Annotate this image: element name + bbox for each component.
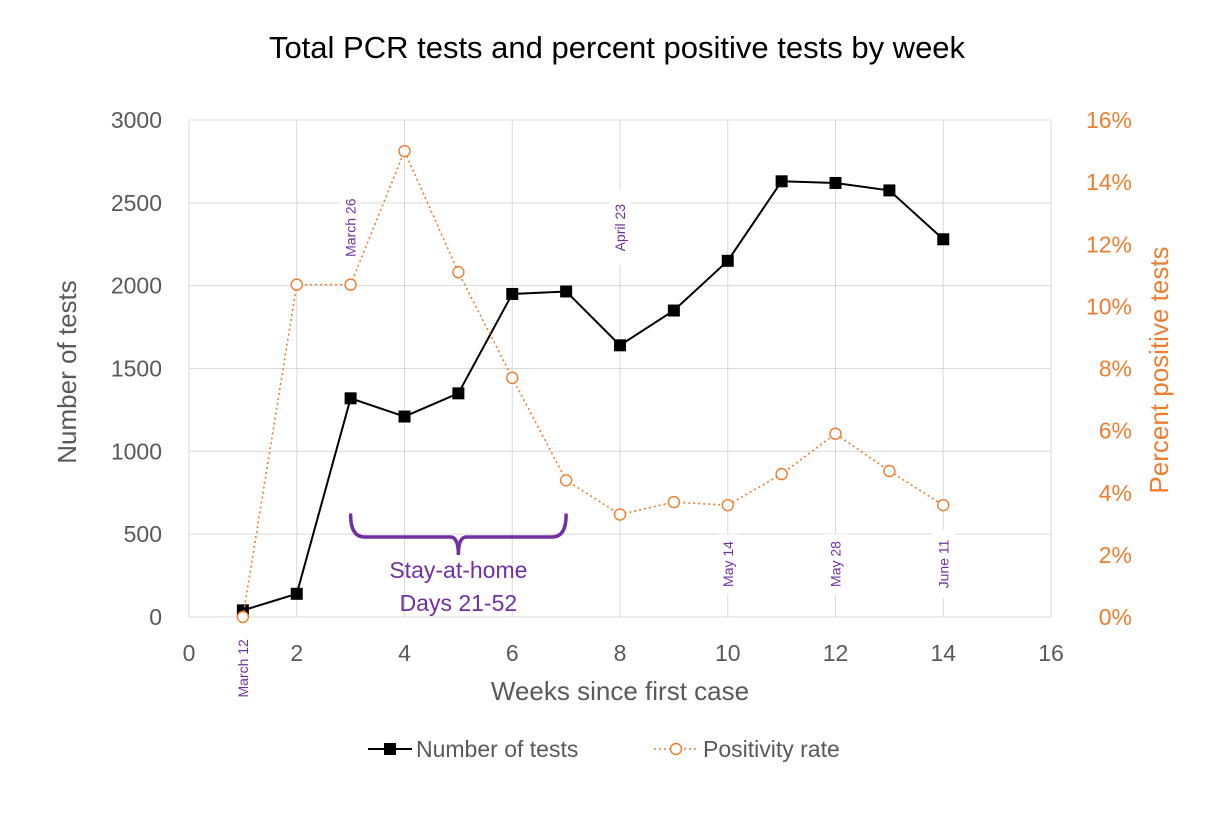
x-tick: 6: [506, 640, 519, 666]
y-tick-left: 500: [124, 521, 162, 547]
date-label: May 28: [824, 534, 847, 594]
tests-point: [721, 254, 734, 267]
x-tick: 10: [715, 640, 741, 666]
y-axis-title-right: Percent positive tests: [1144, 246, 1174, 493]
date-label: March 12: [231, 630, 254, 706]
date-label-text: March 12: [235, 639, 251, 698]
date-label-box: [824, 534, 847, 594]
x-tick: 16: [1038, 640, 1064, 666]
positivity-point: [667, 495, 681, 509]
positivity-point: [452, 266, 465, 279]
date-label: March 26: [339, 190, 362, 266]
positivity-point: [721, 498, 734, 512]
tests-point: [506, 287, 519, 300]
date-label-box: [339, 190, 362, 266]
date-label-box: [716, 534, 739, 594]
series-positivity: [236, 144, 950, 624]
date-label: May 14: [716, 534, 739, 594]
legend: Number of tests Positivity rate: [368, 736, 840, 762]
positivity-point: [290, 278, 303, 291]
tests-line: [242, 180, 944, 612]
tests-point: [398, 410, 411, 423]
y-tick-right: 4%: [1099, 480, 1132, 506]
legend-item-positivity: Positivity rate: [654, 736, 840, 762]
y-tick-right: 2%: [1099, 542, 1132, 568]
positivity-point: [398, 144, 411, 158]
y-tick-left: 0: [149, 604, 162, 630]
x-tick: 14: [930, 640, 956, 666]
y-tick-left: 1500: [111, 356, 162, 382]
x-tick: 0: [183, 640, 196, 666]
tests-point: [560, 285, 573, 298]
date-label-text: April 23: [612, 204, 628, 252]
y-tick-left: 3000: [111, 107, 162, 133]
x-axis-title: Weeks since first case: [491, 676, 749, 706]
tests-point: [614, 339, 626, 352]
series-layer: [236, 144, 950, 624]
legend-item-tests: Number of tests: [368, 736, 578, 762]
x-tick: 8: [614, 640, 627, 666]
y-tick-left: 2000: [111, 273, 162, 299]
y-tick-right: 8%: [1099, 356, 1132, 382]
date-label-text: March 26: [343, 198, 359, 257]
date-label-text: May 28: [828, 541, 844, 587]
tests-point: [452, 387, 465, 400]
tests-point: [937, 233, 950, 246]
stay-at-home-brace: [348, 513, 568, 556]
tick-labels: 0 500 1000 1500 2000 2500 3000 0% 2% 4% 6% 8% 10% 12%…: [111, 107, 1132, 666]
y-tick-right: 0%: [1099, 604, 1132, 630]
tests-point: [344, 392, 357, 405]
stay-at-home-label: Days 21-52: [400, 590, 518, 616]
legend-label-tests: Number of tests: [416, 736, 578, 762]
series-tests: [236, 175, 950, 617]
positivity-point: [829, 427, 842, 440]
date-label-text: June 11: [935, 539, 951, 588]
date-label-text: May 14: [720, 541, 736, 587]
x-tick: 4: [398, 640, 411, 666]
positivity-point: [775, 467, 788, 481]
positivity-point: [506, 371, 519, 385]
date-label-box: [609, 190, 631, 266]
y-tick-right: 6%: [1099, 418, 1132, 444]
y-tick-right: 16%: [1086, 107, 1132, 133]
y-axis-title-left: Number of tests: [52, 280, 82, 464]
tests-point: [883, 184, 896, 197]
x-tick: 12: [823, 640, 849, 666]
tests-point: [775, 175, 788, 188]
date-label-box: [231, 630, 254, 706]
positivity-point: [883, 464, 896, 478]
chart-title: Total PCR tests and percent positive tes…: [269, 30, 966, 65]
date-label: June 11: [932, 530, 955, 598]
stay-at-home-label: Stay-at-home: [389, 557, 527, 583]
positivity-point: [236, 610, 250, 624]
date-label: April 23: [609, 190, 631, 266]
x-tick: 2: [290, 640, 303, 666]
legend-label-positivity: Positivity rate: [703, 736, 840, 762]
positivity-point: [344, 278, 357, 291]
positivity-point: [937, 498, 950, 512]
y-tick-right: 14%: [1086, 169, 1132, 195]
positivity-point: [613, 508, 627, 521]
y-tick-right: 10%: [1086, 293, 1132, 319]
positivity-point: [559, 474, 573, 487]
tests-point: [290, 587, 303, 600]
y-tick-right: 12%: [1086, 231, 1132, 257]
y-tick-left: 2500: [111, 190, 162, 216]
y-tick-left: 1000: [111, 438, 162, 464]
tests-point: [829, 176, 842, 189]
tests-point: [667, 304, 680, 317]
date-label-box: [932, 530, 955, 598]
annotations: March 12 March 26 April 23 May 14 May 28 June…: [231, 190, 955, 706]
